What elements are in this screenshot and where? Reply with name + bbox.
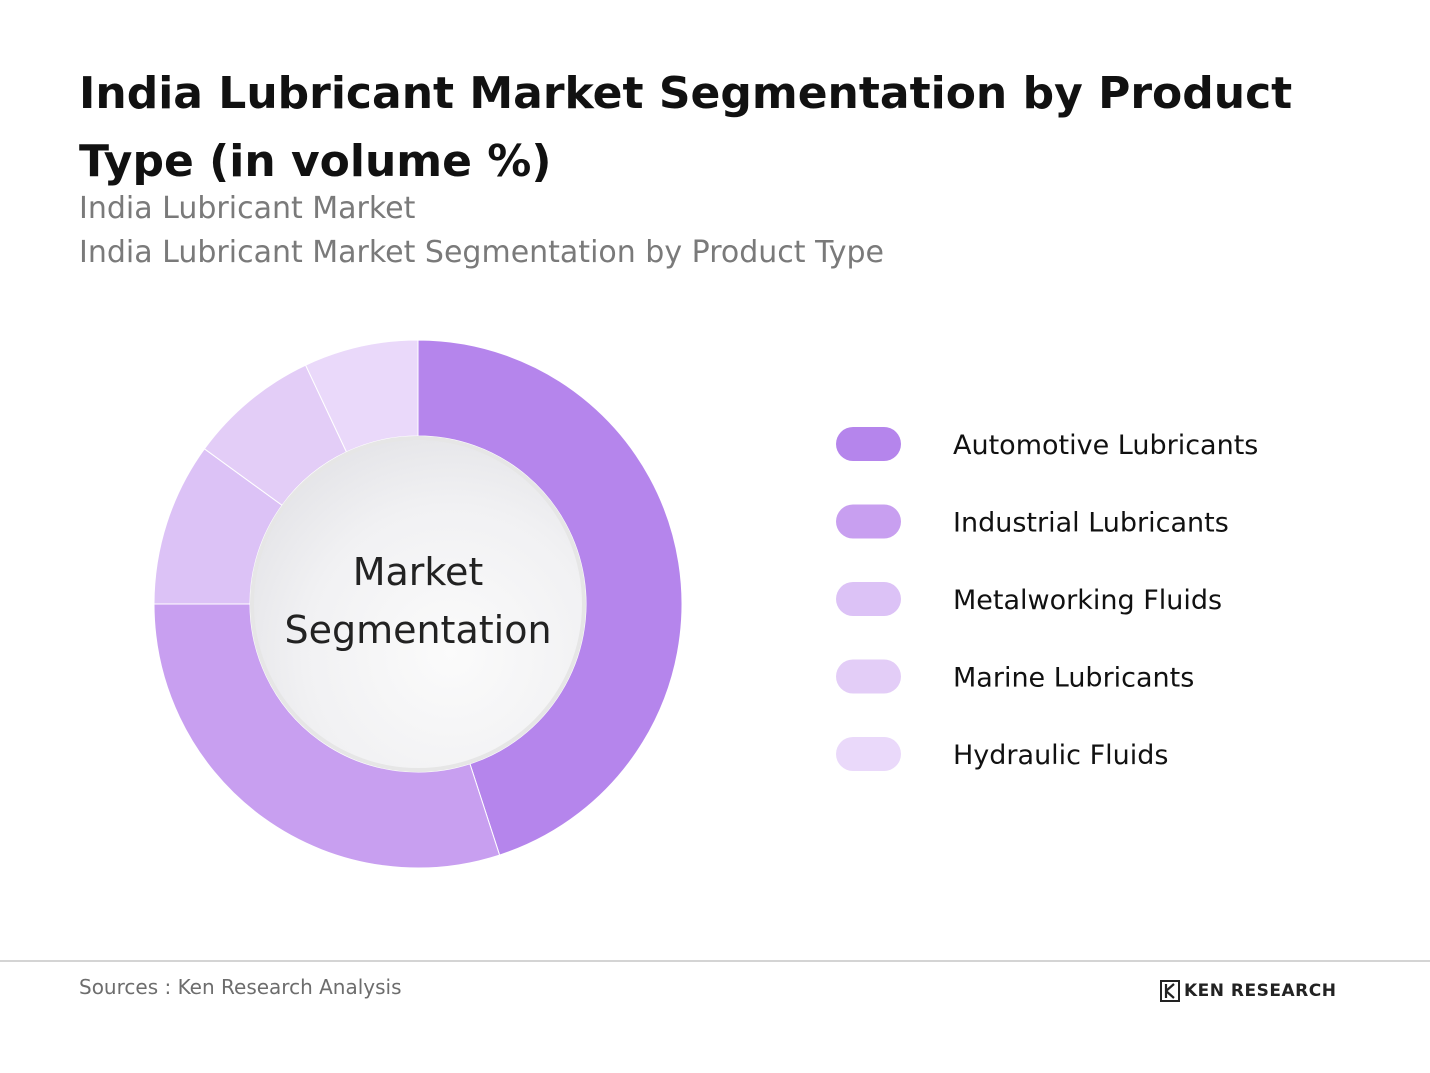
legend-label-industrial-lubricants: Industrial Lubricants [953,508,1229,539]
center-label-line-1: Market [353,550,484,594]
legend-swatch-industrial-lubricants [836,504,901,539]
source-note: Sources : Ken Research Analysis [79,975,402,999]
legend-swatch-metalworking-fluids [836,582,901,616]
ken-research-logo-icon [1160,980,1180,1002]
chart-title: India Lubricant Market Segmentation by P… [79,68,1293,187]
legend-label-metalworking-fluids: Metalworking Fluids [953,585,1222,616]
legend: Automotive Lubricants Industrial Lubrican… [836,427,1258,771]
chart-subtitle-segmentation: India Lubricant Market Segmentation by P… [79,235,884,270]
legend-label-marine-lubricants: Marine Lubricants [953,663,1194,694]
ken-research-logo-text: KEN RESEARCH [1184,981,1337,1001]
legend-swatch-automotive-lubricants [836,427,901,461]
center-label-line-2: Segmentation [284,608,551,652]
footer-divider [0,960,1430,962]
legend-swatch-hydraulic-fluids [836,737,901,771]
donut-hole [254,440,582,768]
legend-label-hydraulic-fluids: Hydraulic Fluids [953,740,1168,771]
legend-label-automotive-lubricants: Automotive Lubricants [953,430,1258,461]
legend-swatch-marine-lubricants [836,659,901,694]
ken-research-logo: KEN RESEARCH [1160,978,1336,1004]
chart-subtitle-market: India Lubricant Market [79,191,416,226]
